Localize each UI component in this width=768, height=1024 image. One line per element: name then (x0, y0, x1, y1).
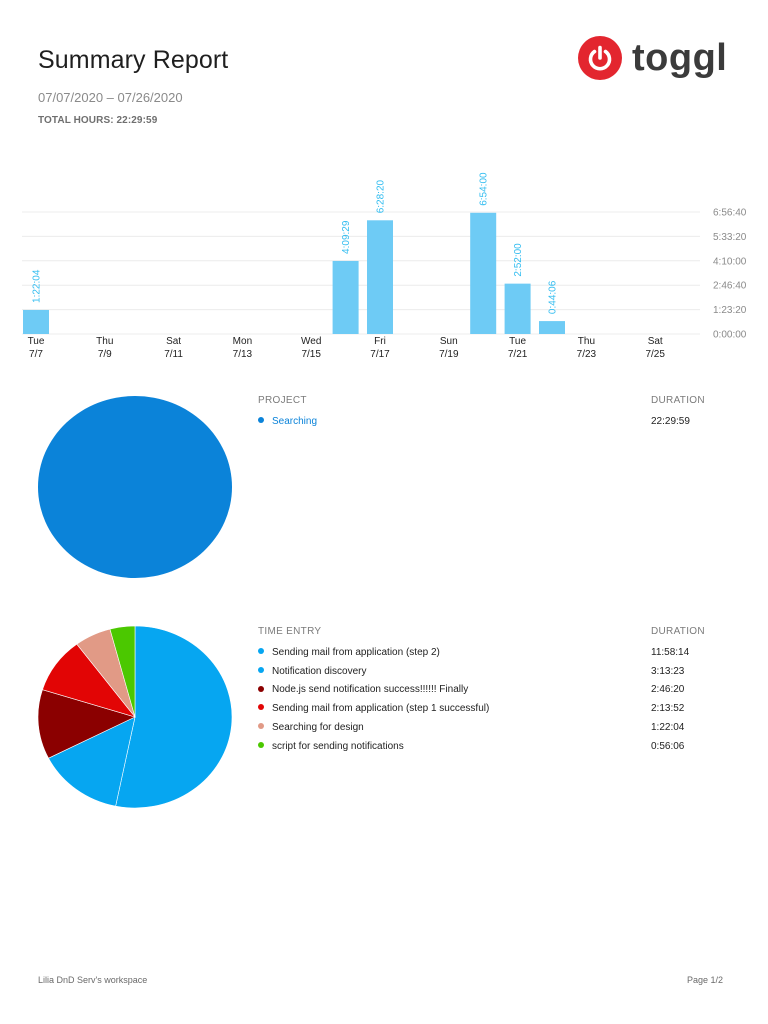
total-hours: TOTAL HOURS: 22:29:59 (38, 115, 158, 126)
bar-value-label: 6:28:20 (376, 179, 387, 213)
time-entry-column-header: TIME ENTRY (258, 626, 322, 637)
x-axis-date: 7/9 (98, 349, 112, 360)
y-axis-tick: 5:33:20 (713, 232, 747, 243)
project-column-header: PROJECT (258, 395, 307, 406)
time-entry-name: Sending mail from application (step 2) (272, 647, 440, 658)
x-axis-date: 7/19 (439, 349, 459, 360)
time-entry-duration: 2:46:20 (651, 684, 685, 696)
time-entry-name: Node.js send notification success!!!!!! … (272, 684, 469, 696)
time-entry-name: Searching for design (272, 721, 364, 733)
color-dot-icon (258, 685, 264, 692)
bar (23, 309, 49, 334)
y-axis-tick: 4:10:00 (713, 256, 747, 267)
time-entry-row: Searching for design 1:22:04 (258, 722, 708, 733)
time-entry-duration: 11:58:14 (651, 647, 690, 658)
pie-slice (48, 716, 136, 807)
power-icon (578, 36, 622, 80)
project-name: Searching (272, 416, 318, 427)
y-axis-tick: 1:23:20 (713, 305, 747, 316)
color-dot-icon (258, 667, 264, 674)
page-title: Summary Report (38, 46, 229, 74)
date-range: 07/07/2020 – 07/26/2020 (38, 90, 183, 105)
project-row: Searching 22:29:59 (258, 416, 708, 427)
time-entry-row: Node.js send notification success!!!!!! … (258, 684, 708, 695)
x-axis-day: Mon (233, 336, 252, 347)
bar-value-label: 1:22:04 (32, 269, 43, 303)
time-entry-row: Sending mail from application (step 1 su… (258, 703, 708, 714)
pie-slice (38, 396, 232, 578)
x-axis-day: Wed (301, 336, 321, 347)
x-axis-day: Fri (374, 336, 386, 347)
color-dot-icon (258, 704, 264, 711)
color-dot-icon (258, 741, 264, 748)
x-axis-day: Sat (166, 336, 181, 347)
workspace-name: Lilia DnD Serv's workspace (38, 975, 148, 985)
toggl-logo: toggl (578, 36, 727, 80)
x-axis-date: 7/11 (164, 349, 183, 360)
x-axis-date: 7/7 (29, 349, 43, 360)
daily-bar-chart: 0:00:00 1:23:20 2:46:40 4:10:00 5:33:20 6:56:… (22, 172, 747, 360)
time-entry-duration: 2:13:52 (651, 703, 685, 715)
time-entry-duration: 0:56:06 (651, 740, 685, 752)
logo-text: toggl (632, 37, 728, 79)
bar (367, 220, 393, 334)
y-axis-tick: 6:56:40 (713, 208, 747, 219)
y-axis-tick: 0:00:00 (713, 330, 747, 341)
bar (504, 283, 531, 334)
duration-column-header: DURATION (651, 395, 705, 406)
time-entry-row: Notification discovery 3:13:23 (258, 666, 708, 677)
time-entry-name: script for sending notifications (272, 740, 404, 752)
time-entry-row: script for sending notifications 0:56:06 (258, 741, 708, 752)
x-axis-date: 7/23 (577, 349, 597, 360)
duration-column-header: DURATION (651, 626, 705, 637)
time-entry-pie-chart (37, 625, 233, 809)
bar (470, 212, 497, 334)
color-dot-icon (258, 723, 264, 730)
bar-value-label: 4:09:29 (341, 220, 352, 254)
time-entry-duration: 3:13:23 (651, 665, 685, 677)
page-number: Page 1/2 (687, 975, 724, 985)
color-dot-icon (258, 417, 264, 424)
time-entry-duration: 1:22:04 (651, 721, 685, 733)
time-entry-row: Sending mail from application (step 2) 11… (258, 647, 708, 658)
pie-slice (115, 625, 233, 809)
bar-value-label: 2:52:00 (513, 243, 524, 277)
x-axis-date: 7/21 (508, 349, 528, 360)
time-entry-name: Notification discovery (272, 665, 367, 677)
bar-value-label: 0:44:06 (548, 280, 559, 314)
x-axis-day: Tue (28, 336, 45, 347)
x-axis-day: Tue (509, 336, 526, 347)
bar (332, 260, 359, 334)
color-dot-icon (258, 648, 264, 655)
bar-value-label: 6:54:00 (479, 172, 490, 206)
x-axis-day: Sun (440, 336, 458, 347)
project-duration: 22:29:59 (651, 416, 690, 427)
time-entry-name: Sending mail from application (step 1 su… (272, 703, 490, 715)
x-axis-date: 7/17 (370, 349, 390, 360)
x-axis-day: Thu (578, 336, 595, 347)
y-axis-tick: 2:46:40 (713, 281, 747, 292)
pie-slice (37, 689, 136, 759)
pie-slice (109, 625, 136, 718)
x-axis-date: 7/15 (301, 349, 321, 360)
x-axis-date: 7/13 (233, 349, 253, 360)
project-pie-chart (38, 396, 232, 578)
x-axis-day: Thu (96, 336, 113, 347)
x-axis-day: Sat (648, 336, 663, 347)
bar (539, 321, 565, 334)
x-axis-date: 7/25 (645, 349, 665, 360)
